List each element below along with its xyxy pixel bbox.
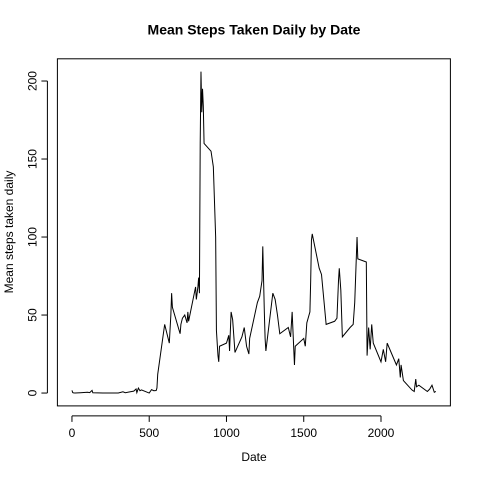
x-tick-label: 2000 [368, 426, 395, 440]
data-line [71, 71, 437, 395]
y-axis-label: Mean steps taken daily [2, 171, 16, 294]
y-tick-label: 100 [26, 227, 40, 247]
x-tick-label: 1500 [290, 426, 317, 440]
plot-box [56, 58, 451, 407]
y-tick-label: 150 [26, 149, 40, 169]
x-axis-label: Date [241, 450, 267, 464]
y-tick-label: 200 [26, 71, 40, 91]
chart-title: Mean Steps Taken Daily by Date [148, 22, 361, 38]
x-tick-label: 500 [139, 426, 159, 440]
y-tick-label: 0 [26, 389, 40, 396]
x-tick-label: 1000 [213, 426, 240, 440]
x-tick-label: 0 [69, 426, 76, 440]
y-tick-label: 50 [26, 308, 40, 322]
